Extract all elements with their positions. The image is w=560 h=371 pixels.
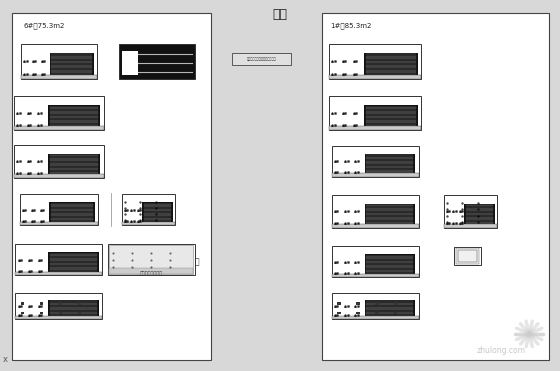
Bar [444,195,497,228]
Bar [15,272,102,275]
Bar [329,44,422,79]
Text: 1#楼85.3m2: 1#楼85.3m2 [330,22,372,29]
Bar [375,302,379,305]
Bar [110,268,193,275]
Bar [122,221,175,225]
Bar [142,202,173,223]
Text: 修改: 修改 [273,8,287,21]
Bar [232,53,291,65]
Bar [365,300,415,317]
Bar [15,293,102,319]
Bar [332,145,419,177]
Text: 6#楼75.3m2: 6#楼75.3m2 [24,22,65,29]
Bar [356,312,360,314]
Bar [122,51,138,75]
Bar [337,302,340,305]
Bar [40,302,43,305]
Bar [332,224,419,228]
Bar [332,173,419,177]
Bar [119,44,195,79]
Bar [21,75,97,79]
Text: 竹: 竹 [195,257,199,266]
Bar [49,202,95,223]
Bar [394,302,398,305]
Bar [322,13,549,360]
Bar [122,194,175,225]
Bar [356,302,360,305]
Text: 济南盛都建筑设计: 济南盛都建筑设计 [139,271,163,276]
Text: x: x [3,355,8,364]
Bar [454,247,481,265]
Bar [329,75,422,79]
Bar [59,302,62,305]
Bar [108,244,195,275]
Bar [48,300,99,317]
Bar [464,204,495,226]
Bar [365,204,415,226]
Bar [59,312,62,314]
Bar [12,13,211,360]
Bar [14,174,104,178]
Bar [78,312,81,314]
Bar [15,316,102,319]
Bar [365,154,415,175]
Bar [14,96,104,130]
Bar [20,221,98,225]
Bar [394,312,398,314]
Bar [332,293,419,319]
Bar [110,245,193,275]
Bar [458,250,477,262]
Bar [48,252,99,273]
Bar [15,244,102,275]
Bar [21,312,25,314]
Bar [329,96,422,130]
Text: 某某某工程某某某某某某某某某: 某某某工程某某某某某某某某某 [246,58,277,61]
Bar [21,44,97,79]
Bar [444,224,497,228]
Bar [456,248,479,264]
Bar [375,312,379,314]
Bar [365,254,415,275]
Bar [364,105,418,127]
Bar [14,126,104,130]
Bar [337,312,340,314]
Bar [48,105,100,127]
Bar [21,302,25,305]
Bar [332,246,419,278]
Bar [364,53,418,76]
Bar [50,53,94,76]
Bar [332,195,419,228]
Bar [329,126,422,130]
Bar [332,316,419,319]
Bar [14,145,104,178]
Text: zhulong.com: zhulong.com [477,346,526,355]
Bar [78,302,81,305]
Bar [332,273,419,278]
Bar [20,194,98,225]
Bar [40,312,43,314]
Bar [48,154,100,175]
